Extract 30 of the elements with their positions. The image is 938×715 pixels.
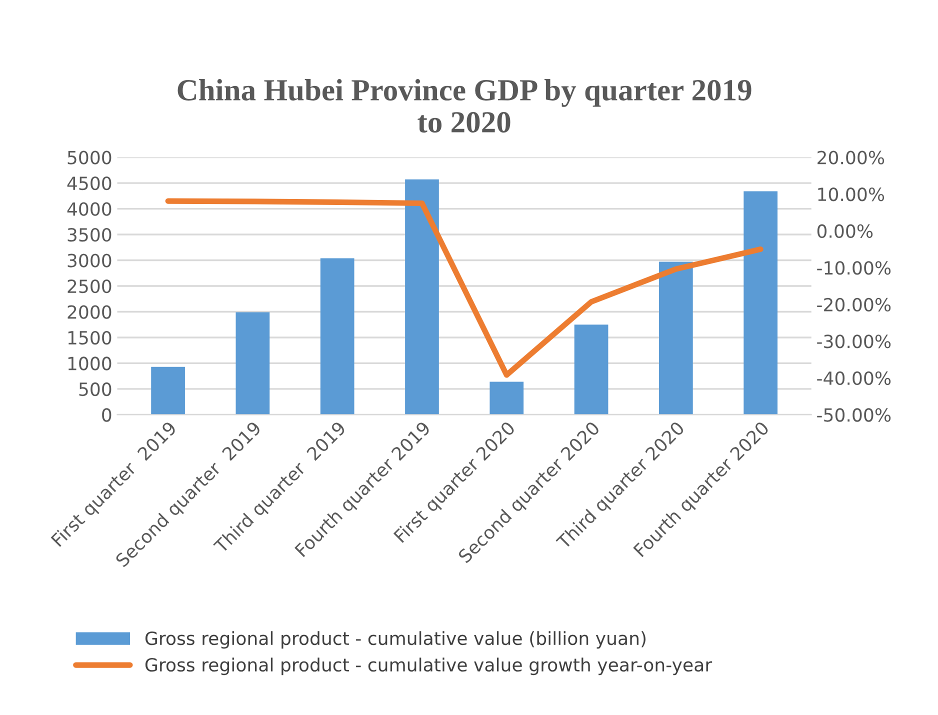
y-tick-label: 1500 — [68, 330, 112, 345]
y-tick-label: 3000 — [68, 254, 112, 268]
y2-tick-label: -50.00% — [817, 408, 891, 422]
y2-tick-label: -30.00% — [817, 334, 891, 348]
y2-tick-label: -20.00% — [817, 298, 891, 312]
y-tick-label: 5000 — [68, 150, 112, 164]
bar — [320, 258, 354, 415]
y-tick-label: 1000 — [68, 356, 112, 370]
bar — [405, 179, 439, 415]
y2-tick-label: -40.00% — [817, 371, 891, 386]
bar — [236, 312, 270, 415]
bar — [744, 191, 778, 415]
y-tick-label: 4000 — [67, 202, 112, 216]
bar — [151, 366, 185, 415]
bar — [490, 382, 524, 415]
y2-tick-label: 10.00% — [818, 188, 884, 202]
y2-tick-label: 20.00% — [818, 150, 884, 164]
y-tick-label: 4500 — [67, 176, 112, 190]
legend-label: Gross regional product - cumulative value growth year-on-year — [145, 658, 712, 676]
chart-title: China Hubei Province GDP by quarter 2019 to 2020 — [178, 79, 752, 133]
bar — [574, 324, 608, 415]
y-tick-label: 3500 — [68, 228, 112, 242]
y-tick-label: 0 — [102, 408, 112, 422]
y-tick-label: 500 — [79, 382, 112, 396]
y2-tick-label: 0.00% — [817, 224, 873, 238]
y2-tick-label: -10.00% — [817, 261, 891, 275]
y-tick-label: 2000 — [68, 305, 112, 319]
legend-label: Gross regional product - cumulative value (billion yuan) — [145, 631, 646, 649]
y-tick-label: 2500 — [68, 279, 112, 294]
bar — [659, 262, 693, 415]
